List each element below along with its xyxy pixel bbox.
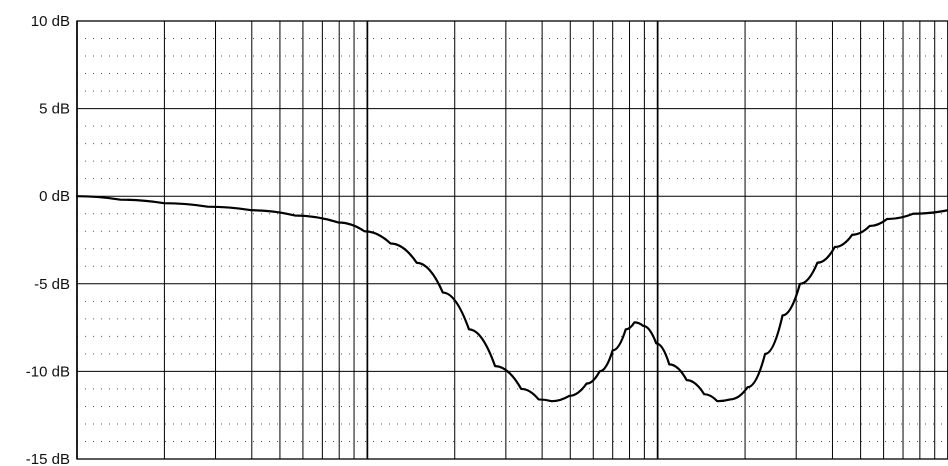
y-tick-label: -15 dB	[26, 451, 70, 466]
y-tick-label: 0 dB	[39, 188, 70, 205]
y-tick-label: 10 dB	[31, 13, 70, 30]
y-tick-label: -5 dB	[34, 276, 70, 293]
y-tick-label: 5 dB	[39, 101, 70, 118]
plot-border	[76, 20, 948, 460]
plot-area	[77, 21, 948, 459]
frequency-response-curve	[75, 195, 948, 403]
y-tick-label: -10 dB	[26, 363, 70, 380]
